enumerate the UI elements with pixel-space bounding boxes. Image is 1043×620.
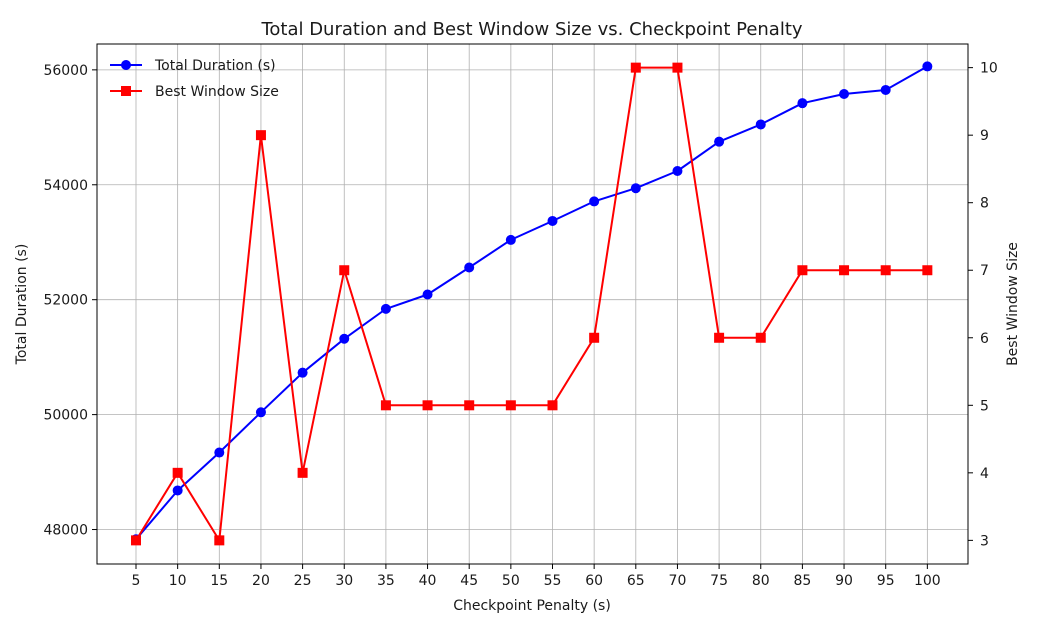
legend-marker <box>121 86 131 96</box>
data-point <box>422 400 433 411</box>
x-tick-label: 40 <box>419 573 437 589</box>
y-left-tick-label: 54000 <box>43 178 88 194</box>
y-left-tick-label: 48000 <box>43 523 88 539</box>
x-tick-label: 65 <box>627 573 645 589</box>
x-tick-label: 35 <box>377 573 395 589</box>
data-point <box>214 447 225 458</box>
axes: 5 10 15 20 25 30 35 40 45 50 55 60 65 70 75 80 85 90 95 100… <box>43 61 997 589</box>
data-point <box>172 485 183 496</box>
y-axis-left-label: Total Duration (s) <box>14 244 30 366</box>
x-tick-label: 90 <box>835 573 853 589</box>
x-tick-label: 60 <box>585 573 603 589</box>
data-point <box>255 130 266 141</box>
data-point <box>880 84 891 95</box>
data-point <box>380 400 391 411</box>
y-right-tick-label: 8 <box>980 196 989 212</box>
x-tick-label: 50 <box>502 573 520 589</box>
y-right-tick-label: 4 <box>980 466 989 482</box>
gridlines <box>97 44 968 564</box>
y-right-tick-label: 9 <box>980 128 989 144</box>
series-best-window-size <box>131 62 933 546</box>
legend-label: Best Window Size <box>155 84 279 100</box>
x-tick-label: 30 <box>335 573 353 589</box>
y-left-tick-label: 56000 <box>43 63 88 79</box>
x-tick-label: 25 <box>294 573 312 589</box>
x-tick-label: 55 <box>544 573 562 589</box>
data-point <box>505 234 516 245</box>
data-point <box>214 535 225 546</box>
data-point <box>755 119 766 130</box>
data-point <box>255 407 266 418</box>
series-line <box>135 66 928 542</box>
data-point <box>547 215 558 226</box>
data-point <box>589 196 600 207</box>
y-right-tick-label: 10 <box>980 61 998 77</box>
x-tick-label: 75 <box>710 573 728 589</box>
data-point <box>422 289 433 300</box>
data-point <box>464 400 475 411</box>
y-axis-right-label: Best Window Size <box>1005 242 1021 366</box>
series-line <box>135 65 928 540</box>
x-tick-label: 45 <box>460 573 478 589</box>
y-left-tick-label: 52000 <box>43 293 88 309</box>
data-point <box>839 88 850 99</box>
x-tick-label: 85 <box>793 573 811 589</box>
y-right-tick-label: 5 <box>980 398 989 414</box>
data-point <box>172 467 183 478</box>
x-tick-label: 95 <box>877 573 895 589</box>
legend-marker <box>121 60 131 70</box>
legend-label: Total Duration (s) <box>154 58 276 74</box>
data-point <box>589 332 600 343</box>
y-left-tick-label: 50000 <box>43 408 88 424</box>
plot-frame <box>96 43 969 565</box>
legend: Total Duration (s) Best Window Size <box>110 58 279 100</box>
x-axis-label: Checkpoint Penalty (s) <box>453 598 611 614</box>
legend-item: Total Duration (s) <box>110 58 276 74</box>
data-point <box>339 265 350 276</box>
x-tick-label: 5 <box>132 573 141 589</box>
data-point <box>131 535 141 546</box>
data-point <box>922 265 933 276</box>
legend-item: Best Window Size <box>110 84 279 100</box>
x-tick-label: 70 <box>669 573 687 589</box>
data-point <box>630 183 641 194</box>
data-point <box>672 165 683 176</box>
series-layer <box>131 61 933 546</box>
data-point <box>880 265 891 276</box>
x-tick-label: 100 <box>914 573 941 589</box>
data-point <box>755 332 766 343</box>
y-right-tick-label: 6 <box>980 331 989 347</box>
data-point <box>797 265 808 276</box>
data-point <box>380 303 391 314</box>
data-point <box>714 136 725 147</box>
data-point <box>547 400 558 411</box>
data-point <box>630 62 641 73</box>
data-point <box>672 62 683 73</box>
series-total-duration <box>131 61 933 545</box>
y-right-tick-label: 3 <box>980 533 989 549</box>
data-point <box>339 333 350 344</box>
x-tick-label: 10 <box>169 573 187 589</box>
data-point <box>464 262 475 273</box>
x-tick-label: 15 <box>210 573 228 589</box>
data-point <box>714 332 725 343</box>
x-tick-label: 80 <box>752 573 770 589</box>
chart-title: Total Duration and Best Window Size vs. … <box>260 19 802 40</box>
data-point <box>797 98 808 109</box>
data-point <box>839 265 850 276</box>
data-point <box>297 367 308 378</box>
data-point <box>505 400 516 411</box>
data-point <box>922 61 933 72</box>
y-right-tick-label: 7 <box>980 263 989 279</box>
x-tick-label: 20 <box>252 573 270 589</box>
data-point <box>297 467 308 478</box>
